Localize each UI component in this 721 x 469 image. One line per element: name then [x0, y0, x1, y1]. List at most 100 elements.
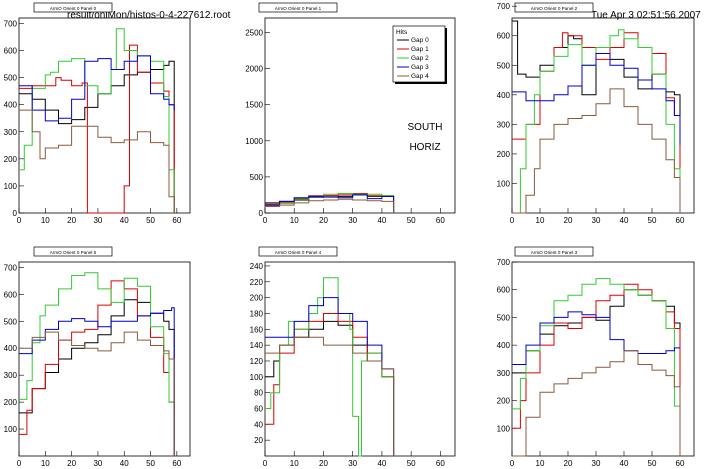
x-tick-label: 10	[536, 216, 545, 225]
y-tick-label: 200	[497, 150, 511, 159]
series-line-gap-2	[265, 277, 395, 457]
x-tick-label: 40	[620, 459, 629, 468]
file-path-label: result/onlMon/histos-0-4-227612.root	[67, 10, 231, 21]
y-tick-label: 100	[497, 179, 511, 188]
chart-panel-0: ArmO Orient 0 Panel 00 10 20 30 40 50 60010020…	[4, 2, 191, 225]
chart-panel-3: ArmO Orient 0 Panel 5 0 10 20 30 40 50 60 100 200…	[4, 246, 191, 468]
x-tick-label: 20	[564, 216, 573, 225]
panel-title-box	[258, 2, 338, 13]
plot-frame	[18, 17, 191, 214]
x-tick-label: 60	[676, 216, 685, 225]
chart-panel-4: ArmO Orient 0 Panel 4 0 10 20 30 40 50 60 20 40 60…	[250, 246, 456, 468]
x-tick-label: 40	[120, 216, 129, 225]
chart-panel-2: ArmO Orient 0 Panel 2 0 10 20 30 40 50 60 100 200…	[497, 2, 695, 225]
x-tick-label: 10	[41, 459, 50, 468]
x-tick-label: 60	[436, 216, 445, 225]
legend-title: Hits	[396, 29, 408, 36]
x-tick-label: 20	[67, 459, 76, 468]
panel-title: ArmO Orient 0 Panel 4	[275, 250, 322, 255]
plot-frame	[18, 261, 191, 457]
x-tick-label: 10	[41, 216, 50, 225]
x-tick-label: 0	[263, 459, 268, 468]
x-tick-label: 10	[290, 216, 299, 225]
y-tick-label: 200	[4, 155, 18, 164]
y-tick-label: 160	[250, 325, 264, 334]
x-tick-label: 40	[120, 459, 129, 468]
y-tick-label: 400	[497, 91, 511, 100]
series-line-gap-4	[512, 350, 681, 457]
series-line-gap-2	[512, 29, 681, 214]
panel-title: ArmO Orient 0 Panel 2	[531, 6, 578, 11]
plot-frame	[264, 261, 456, 457]
x-tick-label: 10	[536, 459, 545, 468]
y-tick-label: 500	[497, 61, 511, 70]
x-tick-label: 20	[564, 459, 573, 468]
x-tick-label: 40	[377, 459, 386, 468]
x-tick-label: 30	[348, 216, 357, 225]
x-tick-label: 50	[648, 459, 657, 468]
x-tick-label: 30	[93, 216, 102, 225]
y-tick-label: 140	[250, 341, 264, 350]
y-tick-label: 400	[497, 341, 511, 350]
x-tick-label: 0	[17, 459, 22, 468]
y-tick-label: 700	[497, 258, 511, 267]
panel-title-box	[514, 2, 594, 13]
x-tick-label: 50	[146, 459, 155, 468]
y-tick-label: 700	[4, 263, 18, 272]
y-tick-label: 100	[4, 425, 18, 434]
series-line-gap-2	[19, 272, 175, 456]
y-tick-label: 2000	[245, 65, 263, 74]
series-line-gap-1	[265, 193, 395, 213]
y-tick-label: 240	[250, 262, 264, 271]
plot-frame	[264, 17, 456, 214]
series-line-gap-4	[512, 88, 681, 214]
plot-frame	[511, 261, 695, 457]
series-line-gap-4	[19, 331, 175, 456]
panel-title: ArmO Orient 0 Panel 5	[50, 250, 97, 255]
y-tick-label: 300	[497, 120, 511, 129]
y-tick-label: 100	[250, 373, 264, 382]
x-tick-label: 20	[319, 459, 328, 468]
x-tick-label: 0	[510, 216, 515, 225]
x-tick-label: 60	[172, 216, 181, 225]
y-tick-label: 200	[4, 398, 18, 407]
panel-title-box	[258, 246, 338, 257]
x-tick-label: 60	[676, 459, 685, 468]
series-line-gap-2	[512, 278, 681, 456]
y-tick-label: 500	[497, 313, 511, 322]
y-tick-label: 300	[4, 371, 18, 380]
panel-title-box	[33, 2, 113, 13]
x-tick-label: 0	[510, 459, 515, 468]
y-tick-label: 80	[254, 389, 263, 398]
y-tick-label: 600	[497, 286, 511, 295]
y-tick-label: 600	[4, 47, 18, 56]
x-tick-label: 20	[319, 216, 328, 225]
x-tick-label: 60	[172, 459, 181, 468]
y-tick-label: 60	[254, 404, 263, 413]
series-line-gap-3	[512, 53, 681, 145]
x-tick-label: 50	[407, 216, 416, 225]
y-tick-label: 500	[4, 317, 18, 326]
y-tick-label: 0	[13, 209, 18, 218]
panel-title: ArmO Orient 0 Panel 1	[275, 6, 322, 11]
series-line-gap-0	[265, 320, 395, 456]
y-tick-label: 600	[4, 290, 18, 299]
x-tick-label: 30	[592, 459, 601, 468]
y-tick-label: 600	[497, 32, 511, 41]
legend-entry: Gap 1	[411, 46, 429, 53]
timestamp-label: Tue Apr 3 02:51:56 2007	[591, 10, 701, 21]
y-tick-label: 200	[250, 294, 264, 303]
y-tick-label: 20	[254, 436, 263, 445]
panel-title: ArmO Orient 0 Panel 3	[531, 250, 578, 255]
legend-entry: Gap 2	[411, 55, 429, 62]
legend-box	[392, 25, 446, 83]
y-tick-label: 500	[4, 74, 18, 83]
y-tick-label: 180	[250, 309, 264, 318]
series-line-gap-3	[19, 307, 175, 456]
y-tick-label: 400	[4, 344, 18, 353]
legend-entry: Gap 3	[411, 64, 429, 71]
series-line-gap-2	[19, 28, 175, 213]
x-tick-label: 40	[620, 216, 629, 225]
x-tick-label: 50	[648, 216, 657, 225]
y-tick-label: 100	[497, 424, 511, 433]
